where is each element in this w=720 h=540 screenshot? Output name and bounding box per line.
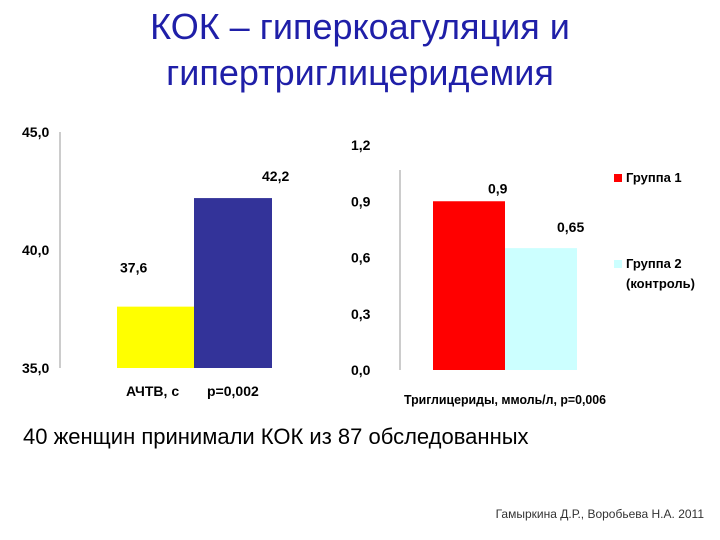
aptt-y-tick-label: 35,0	[22, 360, 49, 376]
tg-y-tick-label: 0,3	[351, 306, 371, 322]
legend-label: (контроль)	[626, 276, 695, 291]
source-credit: Гамыркина Д.Р., Воробьева Н.А. 2011	[495, 507, 704, 521]
legend-label: Группа 1	[626, 170, 682, 185]
legend-swatch	[614, 260, 622, 268]
aptt-y-tick-label: 45,0	[22, 124, 49, 140]
aptt-p-value: p=0,002	[207, 383, 259, 399]
aptt-value-label: 42,2	[262, 168, 289, 184]
tg-y-tick-label: 0,0	[351, 362, 371, 378]
aptt-value-label: 37,6	[120, 260, 147, 276]
tg-bar	[505, 248, 577, 370]
legend-label: Группа 2	[626, 256, 682, 271]
tg-y-tick-label: 0,9	[351, 193, 371, 209]
tg-value-label: 0,65	[557, 219, 584, 235]
tg-value-label: 0,9	[488, 180, 508, 196]
tg-bar	[433, 201, 505, 370]
aptt-x-label: АЧТВ, с	[126, 383, 179, 399]
study-caption: 40 женщин принимали КОК из 87 обследован…	[23, 424, 529, 449]
tg-y-tick-label: 0,6	[351, 250, 371, 266]
aptt-bar	[117, 306, 195, 368]
slide-title: КОК – гиперкоагуляция и гипертриглицерид…	[0, 4, 720, 96]
aptt-bar	[194, 198, 272, 368]
legend-swatch	[614, 174, 622, 182]
title-line-2: гипертриглицеридемия	[166, 52, 554, 93]
tg-y-tick-label: 1,2	[351, 137, 371, 153]
aptt-y-tick-label: 40,0	[22, 242, 49, 258]
tg-x-label: Триглицериды, ммоль/л, р=0,006	[404, 392, 606, 407]
title-line-1: КОК – гиперкоагуляция и	[150, 6, 570, 47]
